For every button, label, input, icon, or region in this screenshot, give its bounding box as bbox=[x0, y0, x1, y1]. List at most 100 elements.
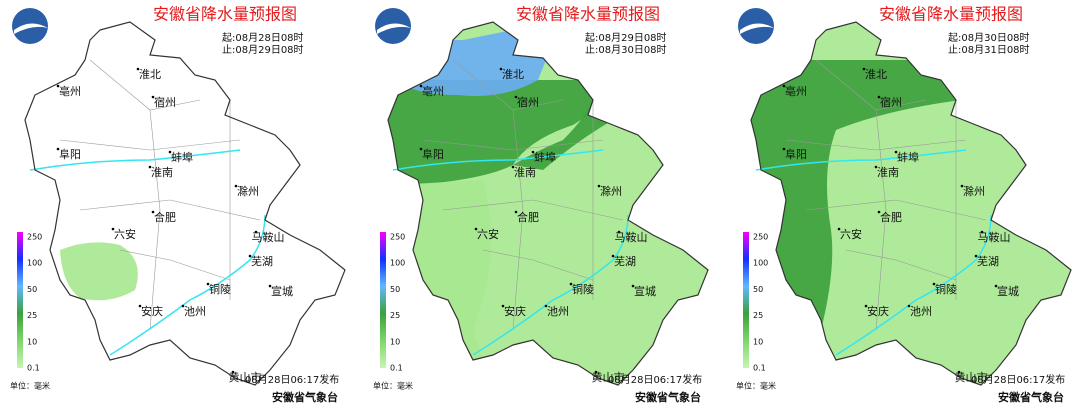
city-label: 六安 bbox=[840, 227, 862, 241]
city-label: 马鞍山 bbox=[615, 230, 648, 244]
city-label: 宣城 bbox=[997, 284, 1019, 298]
start-time: 起:08月28日08时 bbox=[222, 32, 304, 44]
city-label: 芜湖 bbox=[977, 254, 999, 268]
city-dot bbox=[980, 230, 984, 234]
unit-label: 单位：毫米 bbox=[10, 381, 50, 391]
river bbox=[392, 149, 629, 356]
legend-bar bbox=[17, 232, 23, 368]
city-dot bbox=[206, 282, 210, 286]
county-lines bbox=[785, 59, 987, 331]
city-label: 亳州 bbox=[785, 84, 807, 98]
city-dot bbox=[932, 282, 936, 286]
legend-label: 100 bbox=[753, 259, 768, 268]
city-label: 铜陵 bbox=[209, 282, 231, 296]
city-label: 蚌埠 bbox=[171, 150, 193, 164]
county-lines bbox=[422, 59, 624, 331]
city-label: 安庆 bbox=[141, 304, 163, 318]
city-label: 宿州 bbox=[880, 95, 902, 109]
start-time: 起:08月29日08时 bbox=[585, 32, 667, 44]
city-dot bbox=[111, 227, 115, 231]
city-dot bbox=[151, 95, 155, 99]
city-dot bbox=[501, 304, 505, 308]
logo bbox=[375, 8, 411, 44]
city-dot bbox=[419, 84, 423, 88]
legend-label: 50 bbox=[27, 285, 37, 294]
legend-label: 25 bbox=[390, 311, 400, 320]
map-title: 安徽省降水量预报图 bbox=[153, 5, 297, 24]
river bbox=[29, 149, 266, 356]
legend-label: 100 bbox=[390, 259, 405, 268]
city-dot bbox=[877, 210, 881, 214]
city-dot bbox=[474, 227, 478, 231]
city-label: 安庆 bbox=[504, 304, 526, 318]
city-dot bbox=[960, 184, 964, 188]
city-label: 黄山市 bbox=[592, 370, 625, 384]
city-label: 淮南 bbox=[514, 166, 536, 179]
city-dot bbox=[514, 95, 518, 99]
start-time: 起:08月30日08时 bbox=[948, 32, 1030, 44]
end-time: 止:08月30日08时 bbox=[585, 44, 667, 56]
city-label: 蚌埠 bbox=[897, 150, 919, 164]
city-dot bbox=[957, 370, 961, 374]
city-dot bbox=[148, 165, 152, 169]
city-label: 亳州 bbox=[422, 84, 444, 98]
city-label: 阜阳 bbox=[422, 148, 444, 161]
city-label: 阜阳 bbox=[59, 148, 81, 161]
issued-time: 08月28日06:17发布 bbox=[608, 373, 702, 386]
city-dot bbox=[631, 284, 635, 288]
city-dot bbox=[782, 84, 786, 88]
rain-area bbox=[60, 242, 138, 301]
city-label: 池州 bbox=[184, 305, 206, 318]
city-dot bbox=[907, 304, 911, 308]
legend-label: 0.1 bbox=[27, 364, 40, 373]
city-label: 六安 bbox=[477, 227, 499, 241]
city-label: 滁州 bbox=[963, 184, 985, 198]
city-dot bbox=[877, 95, 881, 99]
city-dot bbox=[234, 184, 238, 188]
river bbox=[755, 149, 992, 356]
city-dot bbox=[419, 147, 423, 151]
city-label: 马鞍山 bbox=[978, 230, 1011, 244]
city-dot bbox=[894, 150, 898, 154]
city-dot bbox=[151, 210, 155, 214]
city-dot bbox=[837, 227, 841, 231]
city-label: 黄山市 bbox=[229, 370, 262, 384]
city-dot bbox=[611, 254, 615, 258]
city-label: 宣城 bbox=[271, 284, 293, 298]
legend-label: 10 bbox=[753, 337, 763, 346]
map-title: 安徽省降水量预报图 bbox=[879, 5, 1023, 24]
agency: 安徽省气象台 bbox=[998, 390, 1064, 404]
city-dot bbox=[569, 282, 573, 286]
city-label: 马鞍山 bbox=[252, 230, 285, 244]
legend-label: 25 bbox=[27, 311, 37, 320]
city-label: 滁州 bbox=[237, 184, 259, 198]
city-dot bbox=[231, 370, 235, 374]
legend-label: 250 bbox=[753, 233, 768, 242]
rain-area bbox=[751, 60, 976, 340]
city-label: 池州 bbox=[547, 305, 569, 318]
city-label: 淮南 bbox=[151, 166, 173, 179]
city-dot bbox=[136, 67, 140, 71]
city-dot bbox=[248, 254, 252, 258]
logo bbox=[738, 8, 774, 44]
unit-label: 单位：毫米 bbox=[373, 381, 413, 391]
legend-label: 250 bbox=[27, 233, 42, 242]
city-dot bbox=[511, 165, 515, 169]
city-dot bbox=[544, 304, 548, 308]
city-label: 铜陵 bbox=[935, 282, 957, 296]
agency: 安徽省气象台 bbox=[635, 390, 701, 404]
legend-label: 50 bbox=[753, 285, 763, 294]
city-dot bbox=[531, 150, 535, 154]
city-label: 亳州 bbox=[59, 84, 81, 98]
issued-time: 08月28日06:17发布 bbox=[245, 373, 339, 386]
legend-label: 100 bbox=[27, 259, 42, 268]
logo-wave bbox=[740, 23, 774, 34]
rain-area bbox=[388, 80, 605, 185]
legend-bar bbox=[380, 232, 386, 368]
city-dot bbox=[594, 370, 598, 374]
city-label: 宿州 bbox=[154, 95, 176, 109]
